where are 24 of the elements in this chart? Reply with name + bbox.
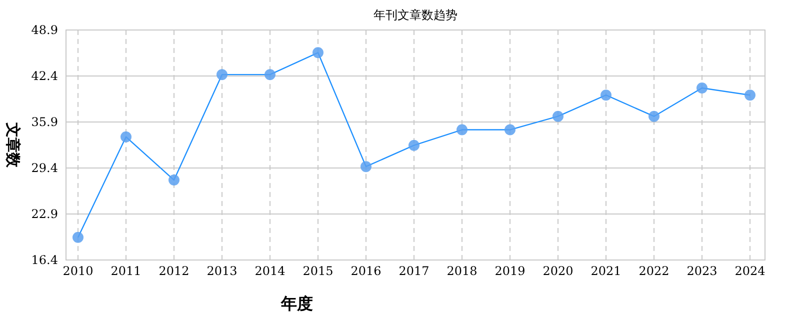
x-tick-label: 2015 xyxy=(302,264,334,278)
x-tick-label: 2016 xyxy=(350,264,382,278)
x-tick-label: 2018 xyxy=(446,264,478,278)
y-tick-label: 48.9 xyxy=(31,23,58,38)
x-axis-title: 年度 xyxy=(280,294,313,313)
y-tick-label: 29.4 xyxy=(31,161,58,176)
y-axis-title: 文章数 xyxy=(4,122,22,168)
x-tick-label: 2023 xyxy=(686,264,718,278)
x-tick-label: 2020 xyxy=(542,264,574,278)
x-tick-label: 2024 xyxy=(734,264,766,278)
x-tick-label: 2017 xyxy=(398,264,430,278)
chart-title: 年刊文章数趋势 xyxy=(374,8,458,22)
y-tick-label: 42.4 xyxy=(31,69,58,84)
x-tick-label: 2013 xyxy=(206,264,238,278)
x-tick-label: 2019 xyxy=(494,264,526,278)
x-tick-label: 2021 xyxy=(590,264,622,278)
y-tick-label: 22.9 xyxy=(31,207,58,222)
y-tick-label: 16.4 xyxy=(31,253,58,268)
x-tick-label: 2022 xyxy=(638,264,670,278)
x-tick-label: 2011 xyxy=(110,264,142,278)
x-tick-label: 2012 xyxy=(158,264,190,278)
y-tick-label: 35.9 xyxy=(31,115,58,130)
x-tick-label: 2014 xyxy=(254,264,286,278)
x-tick-label: 2010 xyxy=(62,264,94,278)
